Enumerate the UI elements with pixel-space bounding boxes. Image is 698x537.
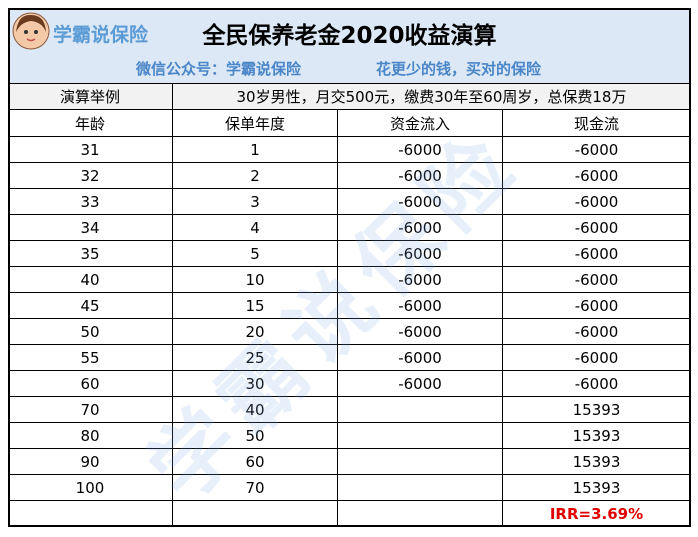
empty-cell — [8, 501, 173, 527]
table-cell: 90 — [8, 449, 173, 475]
table-cell: 40 — [8, 267, 173, 293]
table-cell — [338, 449, 503, 475]
column-header: 保单年度 — [173, 110, 338, 137]
column-header: 现金流 — [503, 110, 691, 137]
example-text: 30岁男性，月交500元，缴费30年至60周岁，总保费18万 — [173, 84, 691, 110]
table-cell: 5 — [173, 241, 338, 267]
table-cell: -6000 — [338, 215, 503, 241]
table-cell: -6000 — [338, 319, 503, 345]
table-cell: 31 — [8, 137, 173, 163]
title: 全民保养老金2020收益演算 — [202, 23, 497, 49]
column-header: 年龄 — [8, 110, 173, 137]
table-cell: -6000 — [503, 163, 691, 189]
table-cell: 70 — [173, 475, 338, 501]
table-cell: 30 — [173, 371, 338, 397]
table-cell: 10 — [173, 267, 338, 293]
table-cell: 20 — [173, 319, 338, 345]
table-cell: -6000 — [503, 319, 691, 345]
table-cell: -6000 — [338, 371, 503, 397]
header: 学霸说保险 全民保养老金2020收益演算 微信公众号：学霸说保险 花更少的钱，买… — [8, 8, 691, 84]
table-cell: -6000 — [338, 293, 503, 319]
table-cell: 33 — [8, 189, 173, 215]
table-cell: -6000 — [338, 189, 503, 215]
table-cell: 15393 — [503, 397, 691, 423]
table-cell: -6000 — [338, 267, 503, 293]
table-cell: 35 — [8, 241, 173, 267]
table-cell: 55 — [8, 345, 173, 371]
table-cell: 50 — [8, 319, 173, 345]
table-cell — [338, 397, 503, 423]
table-cell: -6000 — [503, 137, 691, 163]
table-cell: 15 — [173, 293, 338, 319]
table-cell: 15393 — [503, 475, 691, 501]
table-cell: 32 — [8, 163, 173, 189]
table-cell: 4 — [173, 215, 338, 241]
table-cell: 40 — [173, 397, 338, 423]
table-cell: 100 — [8, 475, 173, 501]
example-label: 演算举例 — [8, 84, 173, 110]
table-cell: 25 — [173, 345, 338, 371]
table-cell: -6000 — [338, 241, 503, 267]
table-cell: 80 — [8, 423, 173, 449]
table-cell — [338, 475, 503, 501]
table-cell: -6000 — [503, 293, 691, 319]
table-cell: -6000 — [503, 241, 691, 267]
table-cell: -6000 — [338, 345, 503, 371]
logo-avatar — [12, 12, 50, 50]
table-cell: 34 — [8, 215, 173, 241]
empty-cell — [173, 501, 338, 527]
table-cell: 3 — [173, 189, 338, 215]
table-cell: -6000 — [503, 189, 691, 215]
table-cell: 45 — [8, 293, 173, 319]
column-header: 资金流入 — [338, 110, 503, 137]
table-cell: 60 — [8, 371, 173, 397]
empty-cell — [338, 501, 503, 527]
subtitle-right: 花更少的钱，买对的保险 — [376, 60, 542, 78]
table-cell: 15393 — [503, 423, 691, 449]
table-cell: 2 — [173, 163, 338, 189]
table-cell: 15393 — [503, 449, 691, 475]
table-cell: 1 — [173, 137, 338, 163]
irr: IRR=3.69% — [503, 501, 691, 527]
table-cell: 70 — [8, 397, 173, 423]
table-cell: -6000 — [503, 371, 691, 397]
table-cell: -6000 — [338, 163, 503, 189]
subtitle-left: 微信公众号：学霸说保险 — [136, 60, 302, 78]
table-cell: 60 — [173, 449, 338, 475]
table-cell: -6000 — [503, 267, 691, 293]
logo-text: 学霸说保险 — [53, 24, 149, 46]
table-cell — [338, 423, 503, 449]
table-cell: -6000 — [503, 215, 691, 241]
table-cell: 50 — [173, 423, 338, 449]
table-cell: -6000 — [338, 137, 503, 163]
table-cell: -6000 — [503, 345, 691, 371]
